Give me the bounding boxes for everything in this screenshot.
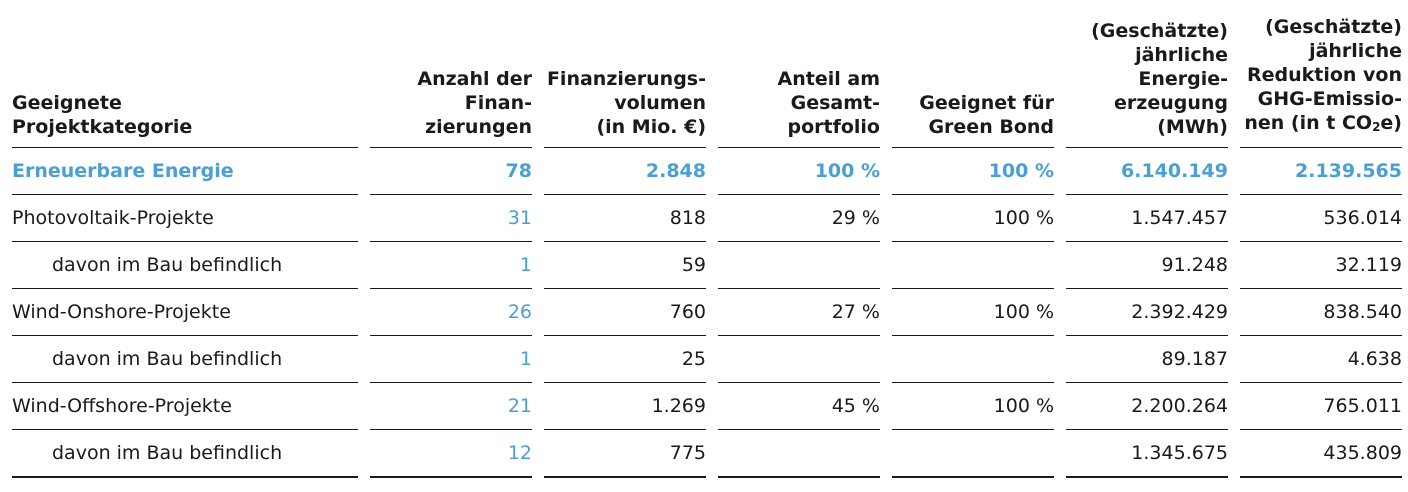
- row-category: Photovoltaik-Projekte: [12, 195, 358, 242]
- row-reduction: 32.119: [1228, 242, 1402, 289]
- table-row: Wind-Onshore-Projekte 26 760 27 % 100 % …: [12, 289, 1402, 336]
- row-share: 27 %: [706, 289, 880, 336]
- row-green-bond: 100 %: [880, 289, 1054, 336]
- row-volume: 760: [532, 289, 706, 336]
- row-energy: 2.200.264: [1054, 383, 1228, 430]
- row-category: Wind-Offshore-Projekte: [12, 383, 358, 430]
- row-volume: 775: [532, 430, 706, 478]
- row-energy: 91.248: [1054, 242, 1228, 289]
- table-row: Wind-Offshore-Projekte 21 1.269 45 % 100…: [12, 383, 1402, 430]
- green-bond-allocation-table: Geeignete Projektkategorie Anzahl der Fi…: [12, 8, 1402, 478]
- row-reduction: 435.809: [1228, 430, 1402, 478]
- row-green-bond: 100 %: [880, 195, 1054, 242]
- header-reduction: (Geschätzte) jährliche Reduktion von GHG…: [1228, 8, 1402, 148]
- table-row: Photovoltaik-Projekte 31 818 29 % 100 % …: [12, 195, 1402, 242]
- total-count: 78: [358, 148, 532, 195]
- row-category: davon im Bau befindlich: [12, 336, 358, 383]
- row-count: 31: [358, 195, 532, 242]
- total-reduction: 2.139.565: [1228, 148, 1402, 195]
- row-energy: 1.345.675: [1054, 430, 1228, 478]
- row-category: davon im Bau befindlich: [12, 242, 358, 289]
- row-energy: 89.187: [1054, 336, 1228, 383]
- row-energy: 1.547.457: [1054, 195, 1228, 242]
- total-energy: 6.140.149: [1054, 148, 1228, 195]
- header-category: Geeignete Projektkategorie: [12, 8, 358, 148]
- row-count: 12: [358, 430, 532, 478]
- row-reduction: 4.638: [1228, 336, 1402, 383]
- row-reduction: 838.540: [1228, 289, 1402, 336]
- header-green-bond: Geeignet für Green Bond: [880, 8, 1054, 148]
- row-count: 1: [358, 242, 532, 289]
- row-reduction: 765.011: [1228, 383, 1402, 430]
- total-category: Erneuerbare Energie: [12, 148, 358, 195]
- row-green-bond: 100 %: [880, 383, 1054, 430]
- total-green-bond: 100 %: [880, 148, 1054, 195]
- row-volume: 818: [532, 195, 706, 242]
- row-green-bond: [880, 430, 1054, 478]
- total-row: Erneuerbare Energie 78 2.848 100 % 100 %…: [12, 148, 1402, 195]
- row-share: [706, 242, 880, 289]
- row-reduction: 536.014: [1228, 195, 1402, 242]
- total-volume: 2.848: [532, 148, 706, 195]
- row-category: davon im Bau befindlich: [12, 430, 358, 478]
- row-share: 45 %: [706, 383, 880, 430]
- row-count: 21: [358, 383, 532, 430]
- row-share: 29 %: [706, 195, 880, 242]
- row-category: Wind-Onshore-Projekte: [12, 289, 358, 336]
- row-share: [706, 430, 880, 478]
- row-volume: 59: [532, 242, 706, 289]
- table-row: davon im Bau befindlich 1 25 89.187 4.63…: [12, 336, 1402, 383]
- row-volume: 25: [532, 336, 706, 383]
- row-share: [706, 336, 880, 383]
- header-energy: (Geschätzte) jährliche Energie- erzeugun…: [1054, 8, 1228, 148]
- header-row: Geeignete Projektkategorie Anzahl der Fi…: [12, 8, 1402, 148]
- row-energy: 2.392.429: [1054, 289, 1228, 336]
- total-share: 100 %: [706, 148, 880, 195]
- row-green-bond: [880, 242, 1054, 289]
- row-count: 26: [358, 289, 532, 336]
- table-row: davon im Bau befindlich 12 775 1.345.675…: [12, 430, 1402, 478]
- row-volume: 1.269: [532, 383, 706, 430]
- row-count: 1: [358, 336, 532, 383]
- header-share: Anteil am Gesamt- portfolio: [706, 8, 880, 148]
- header-volume: Finanzierungs- volumen (in Mio. €): [532, 8, 706, 148]
- row-green-bond: [880, 336, 1054, 383]
- header-count: Anzahl der Finan- zierungen: [358, 8, 532, 148]
- table-row: davon im Bau befindlich 1 59 91.248 32.1…: [12, 242, 1402, 289]
